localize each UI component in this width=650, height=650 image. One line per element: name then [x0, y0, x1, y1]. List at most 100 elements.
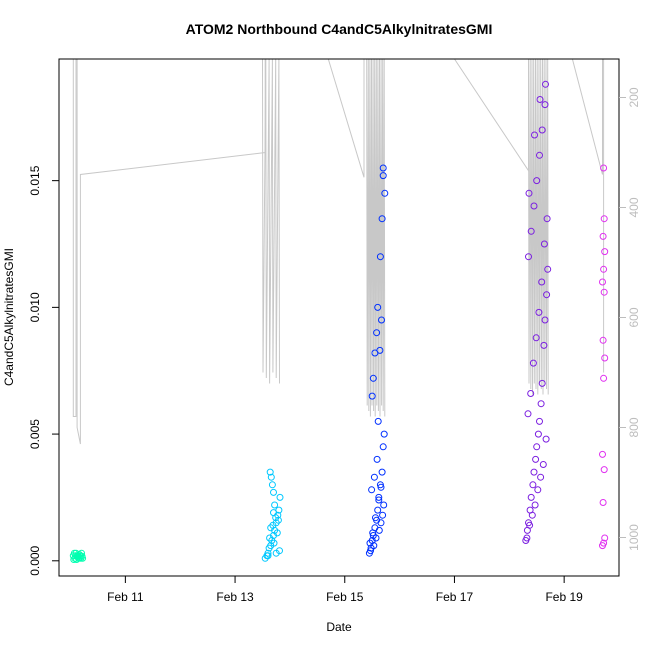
- pressure-line: [454, 58, 529, 173]
- y2-tick-label: 200: [627, 87, 641, 107]
- data-point: [528, 511, 536, 519]
- data-point: [378, 468, 386, 476]
- data-point: [541, 316, 549, 324]
- data-point: [530, 202, 538, 210]
- data-point: [372, 534, 380, 542]
- data-point: [264, 549, 272, 557]
- data-point: [527, 390, 535, 397]
- data-point: [543, 291, 551, 299]
- data-point: [538, 379, 546, 387]
- data-point: [272, 549, 280, 557]
- data-point: [374, 417, 382, 425]
- data-point: [601, 248, 609, 256]
- data-point: [525, 189, 533, 197]
- pressure-line: [571, 58, 603, 175]
- data-point: [537, 400, 545, 408]
- chart-title: ATOM2 Northbound C4andC5AlkylnitratesGMI: [186, 21, 493, 37]
- data-point: [373, 329, 381, 337]
- data-point: [366, 539, 374, 547]
- y-tick-label: 0.015: [28, 165, 42, 195]
- data-point: [378, 215, 386, 223]
- data-point: [270, 488, 277, 496]
- y2-tick-label: 800: [627, 417, 641, 437]
- data-point: [273, 529, 281, 537]
- data-point: [266, 534, 274, 542]
- pressure-line: [366, 58, 386, 417]
- data-point: [375, 496, 383, 504]
- data-point: [539, 461, 547, 468]
- pressure-line: [72, 58, 266, 445]
- data-point: [600, 288, 608, 296]
- data-point: [600, 164, 608, 172]
- data-point: [600, 265, 608, 273]
- data-point: [379, 443, 387, 451]
- data-point: [533, 177, 541, 185]
- data-point: [543, 215, 551, 223]
- data-point: [529, 359, 537, 367]
- data-point: [599, 499, 607, 506]
- y2-tick-label: 400: [627, 197, 641, 217]
- data-points: [69, 80, 609, 563]
- data-point: [268, 481, 276, 489]
- data-point: [542, 435, 550, 443]
- data-point: [380, 430, 388, 438]
- data-point: [379, 511, 387, 519]
- data-point: [270, 539, 278, 547]
- data-point: [526, 521, 534, 529]
- data-point: [601, 354, 609, 362]
- data-point: [377, 519, 385, 527]
- data-point: [531, 501, 539, 509]
- data-point: [375, 493, 383, 501]
- pressure-line: [327, 58, 365, 178]
- data-point: [270, 509, 277, 517]
- data-point: [379, 172, 387, 180]
- data-point: [372, 514, 379, 522]
- data-point: [538, 278, 546, 286]
- data-point: [267, 473, 275, 481]
- y-tick-label: 0.005: [28, 419, 42, 449]
- data-point: [600, 466, 608, 474]
- data-point: [531, 131, 538, 139]
- data-point: [78, 552, 86, 560]
- data-point: [373, 455, 381, 463]
- data-point: [600, 539, 608, 547]
- data-point: [523, 534, 531, 542]
- data-point: [369, 529, 377, 537]
- data-point: [540, 341, 548, 349]
- y-tick-label: 0.000: [28, 545, 42, 575]
- data-point: [536, 96, 544, 103]
- y-axis: 0.000 0.005 0.010 0.015: [28, 165, 59, 576]
- data-point: [378, 316, 385, 324]
- data-point: [524, 410, 532, 418]
- data-point: [381, 189, 389, 197]
- data-point: [540, 240, 548, 248]
- x-axis-label: Date: [326, 620, 352, 634]
- data-point: [74, 552, 82, 560]
- y2-tick-label: 1000: [627, 524, 641, 551]
- x-tick-label: Feb 19: [545, 590, 583, 604]
- data-point: [541, 101, 549, 109]
- data-point: [527, 227, 535, 235]
- data-point: [374, 506, 382, 514]
- data-point: [532, 334, 540, 342]
- data-point: [536, 151, 543, 159]
- data-point: [601, 534, 609, 542]
- x-tick-label: Feb 15: [326, 590, 364, 604]
- data-point: [276, 493, 284, 501]
- data-point: [370, 473, 378, 481]
- x-tick-label: Feb 13: [216, 590, 254, 604]
- y2-tick-label: 600: [627, 307, 641, 327]
- data-point: [266, 468, 274, 476]
- data-point: [376, 346, 384, 354]
- data-point: [271, 501, 279, 509]
- data-point: [535, 308, 543, 316]
- data-point: [376, 253, 384, 261]
- data-point: [368, 392, 376, 400]
- data-point: [530, 468, 538, 476]
- data-point: [600, 374, 608, 382]
- data-point: [367, 547, 374, 555]
- data-point: [525, 253, 532, 261]
- data-point: [274, 516, 282, 524]
- pressure-line: [528, 58, 549, 395]
